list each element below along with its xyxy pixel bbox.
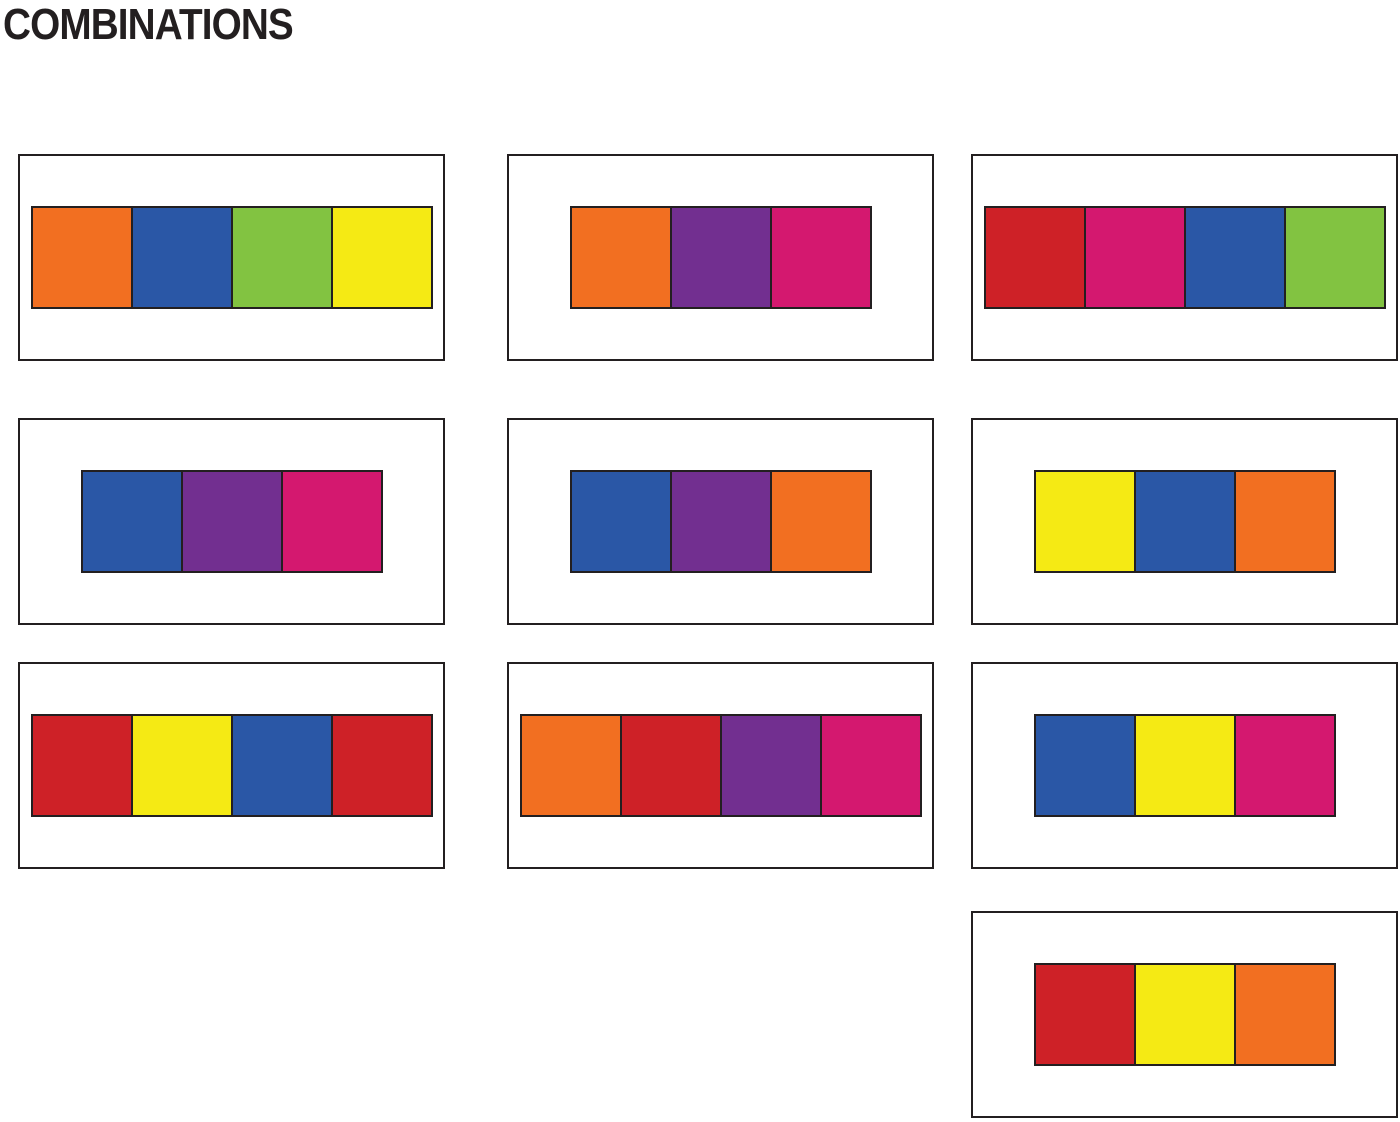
yellow-swatch	[1033, 470, 1136, 573]
swatch-row	[519, 714, 922, 817]
combination-box-6	[971, 418, 1398, 625]
swatch-row	[1033, 963, 1336, 1066]
magenta-swatch	[280, 470, 383, 573]
combination-box-7	[18, 662, 445, 869]
combination-box-1	[18, 154, 445, 361]
red-swatch	[619, 714, 722, 817]
swatch-row	[569, 206, 872, 309]
blue-swatch	[1183, 206, 1286, 309]
swatch-row	[80, 470, 383, 573]
combination-box-2	[507, 154, 934, 361]
swatch-row	[30, 206, 433, 309]
purple-swatch	[719, 714, 822, 817]
yellow-swatch	[130, 714, 233, 817]
red-swatch	[30, 714, 133, 817]
magenta-swatch	[1233, 714, 1336, 817]
blue-swatch	[80, 470, 183, 573]
purple-swatch	[669, 470, 772, 573]
yellow-swatch	[1133, 714, 1236, 817]
orange-swatch	[1233, 470, 1336, 573]
swatch-row	[569, 470, 872, 573]
magenta-swatch	[769, 206, 872, 309]
red-swatch	[1033, 963, 1136, 1066]
swatch-row	[30, 714, 433, 817]
blue-swatch	[130, 206, 233, 309]
blue-swatch	[569, 470, 672, 573]
yellow-swatch	[1133, 963, 1236, 1066]
orange-swatch	[30, 206, 133, 309]
orange-swatch	[769, 470, 872, 573]
swatch-row	[1033, 714, 1336, 817]
purple-swatch	[180, 470, 283, 573]
green-swatch	[1283, 206, 1386, 309]
combination-box-5	[507, 418, 934, 625]
purple-swatch	[669, 206, 772, 309]
red-swatch	[983, 206, 1086, 309]
swatch-row	[983, 206, 1386, 309]
red-swatch	[330, 714, 433, 817]
yellow-swatch	[330, 206, 433, 309]
combination-box-10	[971, 911, 1398, 1118]
orange-swatch	[569, 206, 672, 309]
magenta-swatch	[1083, 206, 1186, 309]
orange-swatch	[519, 714, 622, 817]
page-title: COMBINATIONS	[3, 0, 294, 49]
orange-swatch	[1233, 963, 1336, 1066]
combination-box-8	[507, 662, 934, 869]
combination-box-4	[18, 418, 445, 625]
blue-swatch	[1033, 714, 1136, 817]
green-swatch	[230, 206, 333, 309]
combination-box-3	[971, 154, 1398, 361]
combination-box-9	[971, 662, 1398, 869]
magenta-swatch	[819, 714, 922, 817]
blue-swatch	[230, 714, 333, 817]
blue-swatch	[1133, 470, 1236, 573]
swatch-row	[1033, 470, 1336, 573]
